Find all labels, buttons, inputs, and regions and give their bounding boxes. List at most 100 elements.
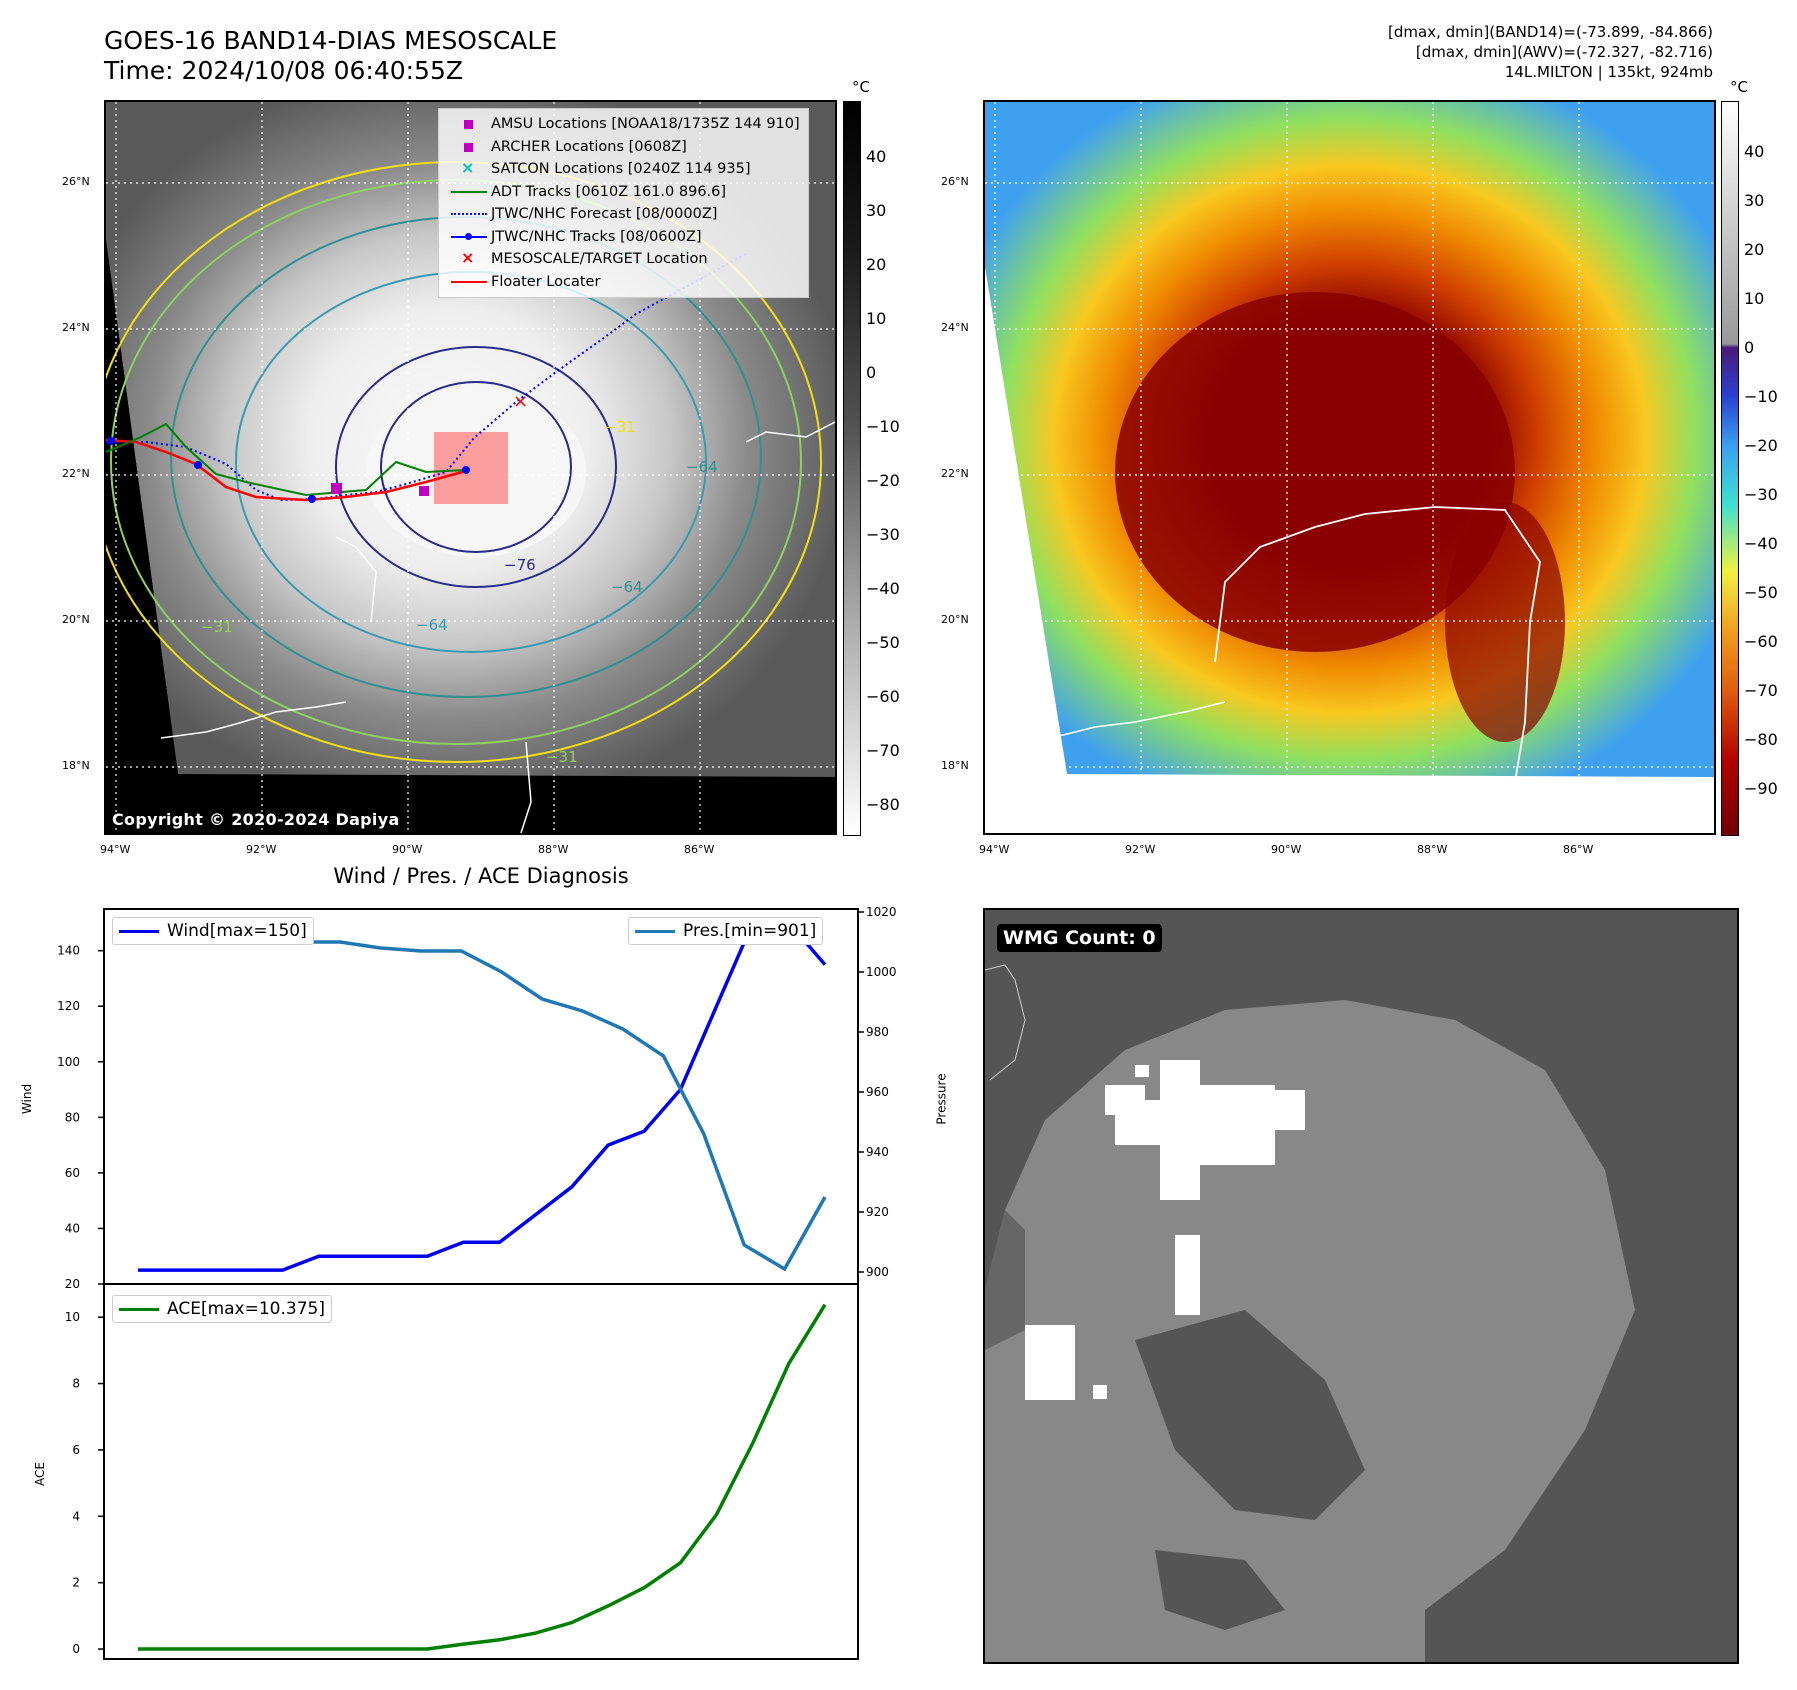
colorbar-tick: 0 bbox=[1744, 338, 1755, 357]
coastline-yucatan bbox=[1214, 506, 1541, 783]
wmg-white-cells bbox=[1025, 1060, 1305, 1400]
x-marker-icon: × bbox=[461, 248, 475, 268]
colorbar-tick: −60 bbox=[1744, 632, 1778, 651]
contour-label: −64 bbox=[611, 578, 643, 596]
wmg-count-badge: WMG Count: 0 bbox=[997, 924, 1162, 952]
legend-item: × MESOSCALE/TARGET Location bbox=[447, 248, 800, 271]
colorbar-tick: 30 bbox=[1744, 191, 1765, 210]
title-line-1: GOES-16 BAND14-DIAS MESOSCALE bbox=[104, 26, 558, 55]
axis-tick-label: 980 bbox=[866, 1025, 889, 1039]
colorbar-tick: −40 bbox=[866, 579, 900, 598]
line-icon bbox=[447, 185, 491, 199]
lon-label: 90°W bbox=[392, 843, 423, 856]
lon-label: 86°W bbox=[684, 843, 715, 856]
awv-map bbox=[983, 100, 1716, 835]
lat-label: 18°N bbox=[941, 759, 969, 772]
legend-label: MESOSCALE/TARGET Location bbox=[491, 251, 708, 267]
legend-item: ADT Tracks [0610Z 161.0 896.6] bbox=[447, 181, 800, 204]
lat-label: 18°N bbox=[62, 759, 90, 772]
awv-map-image bbox=[985, 102, 1714, 833]
legend-item: JTWC/NHC Tracks [08/0600Z] bbox=[447, 226, 800, 249]
legend-label: Floater Locater bbox=[491, 273, 601, 290]
axis-tick-label: 10 bbox=[65, 1310, 80, 1324]
band14-map: × −76 −64 −64 −64 −31 −31 −31 AMSU Locat… bbox=[104, 100, 837, 835]
coastline-yucatan bbox=[335, 536, 377, 623]
colorbar-tick: −20 bbox=[866, 471, 900, 490]
colorbar-tick: −40 bbox=[1744, 534, 1778, 553]
dotted-line-icon bbox=[447, 207, 491, 221]
axis-tick-label: 0 bbox=[72, 1642, 80, 1656]
lon-label: 90°W bbox=[1271, 843, 1302, 856]
coastline-belize bbox=[520, 741, 532, 833]
ace-legend-line bbox=[119, 1307, 159, 1311]
lat-label: 24°N bbox=[941, 321, 969, 334]
legend-item: Floater Locater bbox=[447, 271, 800, 294]
left-colorbar-unit: °C bbox=[852, 78, 870, 96]
ace-line bbox=[138, 1303, 827, 1651]
lat-label: 22°N bbox=[62, 467, 90, 480]
legend-item: JTWC/NHC Forecast [08/0000Z] bbox=[447, 203, 800, 226]
contour-label: −64 bbox=[416, 616, 448, 634]
lat-label: 26°N bbox=[62, 175, 90, 188]
axis-tick-label: 1000 bbox=[866, 965, 897, 979]
copyright: Copyright © 2020-2024 Dapiya bbox=[112, 810, 400, 829]
jtwc-track-points bbox=[107, 437, 470, 503]
figure-stats: [dmax, dmin](BAND14)=(-73.899, -84.866) … bbox=[1388, 22, 1713, 82]
legend-item: AMSU Locations [NOAA18/1735Z 144 910] bbox=[447, 113, 800, 136]
left-colorbar bbox=[843, 101, 861, 836]
axis-tick-label: 6 bbox=[72, 1443, 80, 1457]
colorbar-tick: −80 bbox=[866, 795, 900, 814]
line-icon bbox=[447, 275, 491, 289]
legend-item: ARCHER Locations [0608Z] bbox=[447, 136, 800, 159]
lon-label: 94°W bbox=[100, 843, 131, 856]
colorbar-tick: −90 bbox=[1744, 779, 1778, 798]
axis-tick-label: 900 bbox=[866, 1265, 889, 1279]
pres-ticks: 1020 1000 980 960 940 920 900 bbox=[858, 905, 897, 1279]
colorbar-tick: −30 bbox=[1744, 485, 1778, 504]
ace-legend: ACE[max=10.375] bbox=[112, 1295, 332, 1323]
axis-tick-label: 120 bbox=[57, 999, 80, 1013]
contour-label: −64 bbox=[686, 458, 718, 476]
coastline-west bbox=[1054, 701, 1226, 738]
square-icon bbox=[447, 140, 491, 154]
axis-tick-label: 1020 bbox=[866, 905, 897, 919]
wind-pres-axes bbox=[103, 908, 859, 1285]
ace-axis-label: ACE bbox=[32, 1462, 47, 1486]
wind-legend-label: Wind[max=150] bbox=[167, 921, 307, 941]
contour-label: −76 bbox=[504, 556, 536, 574]
axis-tick-label: 2 bbox=[72, 1576, 80, 1590]
wmg-image bbox=[985, 910, 1737, 1662]
pres-legend-line bbox=[635, 929, 675, 933]
colorbar-tick: −80 bbox=[1744, 730, 1778, 749]
lon-label: 88°W bbox=[538, 843, 569, 856]
right-colorbar bbox=[1721, 101, 1739, 836]
floater-box bbox=[434, 432, 508, 504]
wind-axis-label: Wind bbox=[20, 1083, 35, 1115]
pres-legend: Pres.[min=901] bbox=[628, 917, 824, 945]
axis-tick-label: 140 bbox=[57, 944, 80, 958]
pres-axis-label: Pressure bbox=[934, 1073, 949, 1125]
axis-tick-label: 920 bbox=[866, 1205, 889, 1219]
line-dot-icon bbox=[447, 230, 491, 244]
colorbar-tick: 10 bbox=[866, 309, 887, 328]
target-marker: × bbox=[513, 391, 528, 412]
ace-ticks: 10 8 6 4 2 0 bbox=[65, 1310, 104, 1656]
colorbar-tick: 10 bbox=[1744, 289, 1765, 308]
adt-track bbox=[106, 422, 467, 497]
lat-label: 20°N bbox=[941, 613, 969, 626]
colorbar-tick: −10 bbox=[1744, 387, 1778, 406]
legend-item: × SATCON Locations [0240Z 114 935] bbox=[447, 158, 800, 181]
axis-tick-label: 960 bbox=[866, 1085, 889, 1099]
axis-tick-label: 100 bbox=[57, 1055, 80, 1069]
stats-storm: 14L.MILTON | 135kt, 924mb bbox=[1504, 63, 1713, 81]
axis-tick-label: 80 bbox=[65, 1110, 80, 1124]
contour-labels: −76 −64 −64 −64 −31 −31 −31 bbox=[201, 418, 718, 766]
wind-legend-line bbox=[119, 929, 159, 933]
amsu-marker bbox=[331, 483, 342, 494]
colorbar-tick: 40 bbox=[1744, 142, 1765, 161]
right-colorbar-unit: °C bbox=[1730, 78, 1748, 96]
stats-awv: [dmax, dmin](AWV)=(-72.327, -82.716) bbox=[1415, 43, 1713, 61]
stats-band14: [dmax, dmin](BAND14)=(-73.899, -84.866) bbox=[1388, 23, 1713, 41]
colorbar-tick: 20 bbox=[866, 255, 887, 274]
